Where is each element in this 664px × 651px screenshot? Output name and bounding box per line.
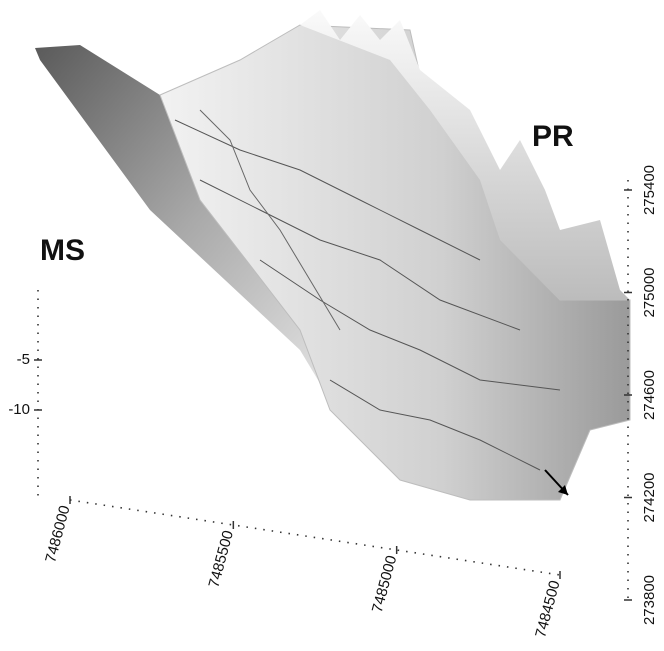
annotation: PR: [532, 120, 574, 153]
x-axis: [70, 500, 560, 575]
surface: [35, 10, 630, 500]
y-tick-label: 274200: [641, 472, 658, 522]
x-tick-label: 7485000: [369, 554, 401, 615]
y-tick-label: 275400: [641, 165, 658, 215]
x-tick-label: 7485500: [205, 529, 237, 590]
y-tick-label: 274600: [641, 370, 658, 420]
z-tick-label: -10: [8, 401, 30, 418]
y-tick-label: 273800: [641, 575, 658, 625]
x-tick-label: 7486000: [42, 504, 74, 565]
chart: MS PR -5 -10 7486000 7485500 7485000 7484500 2…: [0, 0, 664, 651]
x-tick-label: 7484500: [532, 579, 564, 640]
y-tick-label: 275000: [641, 267, 658, 317]
z-tick-label: -5: [17, 351, 30, 368]
annotation: MS: [40, 234, 85, 267]
